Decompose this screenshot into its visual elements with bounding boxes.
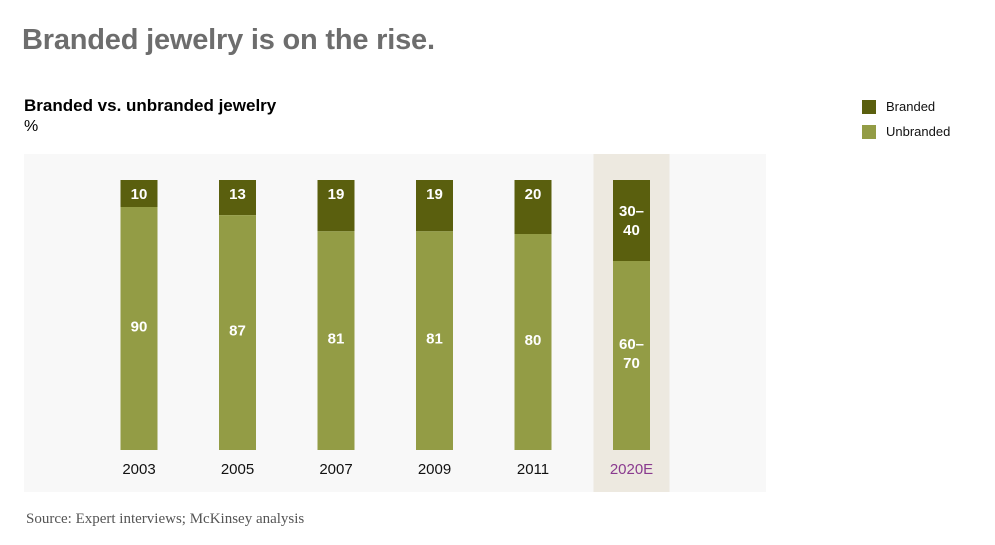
data-label-branded-2011: 20 bbox=[525, 186, 542, 203]
x-tick-label-2005: 2005 bbox=[221, 461, 254, 478]
legend-item-unbranded: Unbranded bbox=[862, 119, 950, 144]
x-tick-label-2011: 2011 bbox=[517, 461, 549, 478]
legend-label-branded: Branded bbox=[886, 99, 936, 114]
data-label-branded-2009: 19 bbox=[426, 186, 443, 203]
data-label-unbranded-2007: 81 bbox=[328, 331, 345, 348]
bar-unbranded-2009 bbox=[416, 231, 453, 450]
chart-title: Branded vs. unbranded jewelry bbox=[24, 96, 277, 115]
legend-label-unbranded: Unbranded bbox=[886, 124, 951, 139]
x-tick-label-2007: 2007 bbox=[319, 461, 352, 478]
legend-item-branded: Branded bbox=[862, 94, 950, 119]
data-label-branded-2003: 10 bbox=[131, 186, 148, 203]
data-label-unbranded-2005: 87 bbox=[229, 323, 246, 340]
bar-branded-2009 bbox=[416, 180, 453, 232]
bar-unbranded-2003 bbox=[120, 207, 158, 450]
data-label-branded-2005: 13 bbox=[229, 186, 246, 203]
data-label-branded-2007: 19 bbox=[328, 186, 345, 203]
data-label-unbranded-2020E-line1: 60– bbox=[619, 336, 644, 353]
bar-branded-2003 bbox=[120, 180, 158, 207]
headline: Branded jewelry is on the rise. bbox=[22, 24, 435, 56]
data-label-unbranded-2009: 81 bbox=[426, 331, 443, 348]
bar-branded-2005 bbox=[219, 180, 256, 216]
data-label-branded-2020E-line1: 30– bbox=[619, 203, 644, 220]
bar-branded-2020E bbox=[613, 180, 650, 261]
data-label-unbranded-2003: 90 bbox=[131, 319, 148, 336]
bar-branded-2011 bbox=[514, 180, 552, 234]
x-tick-label-2009: 2009 bbox=[418, 461, 451, 478]
unit-label: % bbox=[24, 118, 39, 135]
data-label-unbranded-2020E-line2: 70 bbox=[623, 355, 640, 372]
legend-swatch-unbranded bbox=[862, 124, 876, 139]
x-tick-label-2020E: 2020E bbox=[610, 461, 653, 478]
bar-unbranded-2005 bbox=[219, 215, 256, 450]
source-note: Source: Expert interviews; McKinsey anal… bbox=[26, 511, 305, 527]
x-tick-label-2003: 2003 bbox=[122, 461, 155, 478]
data-label-unbranded-2011: 80 bbox=[525, 332, 542, 349]
bar-unbranded-2007 bbox=[317, 231, 355, 450]
bar-unbranded-2011 bbox=[514, 234, 552, 450]
bar-branded-2007 bbox=[317, 180, 355, 232]
legend: Branded Unbranded bbox=[862, 94, 950, 144]
bar-unbranded-2020E bbox=[613, 261, 650, 450]
legend-swatch-branded bbox=[862, 99, 876, 114]
data-label-branded-2020E-line2: 40 bbox=[623, 222, 640, 239]
